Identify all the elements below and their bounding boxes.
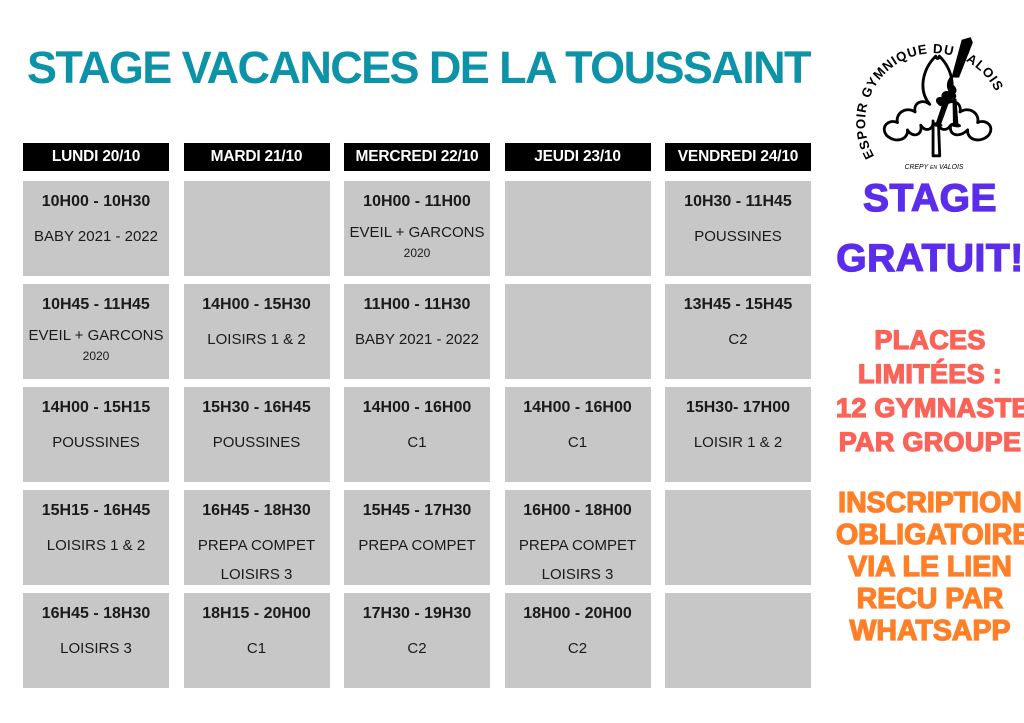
svg-text:CREPY EN VALOIS: CREPY EN VALOIS xyxy=(904,164,963,171)
svg-text:ESPOIR GYMNIQUE DU VALOIS: ESPOIR GYMNIQUE DU VALOIS xyxy=(853,41,1007,162)
